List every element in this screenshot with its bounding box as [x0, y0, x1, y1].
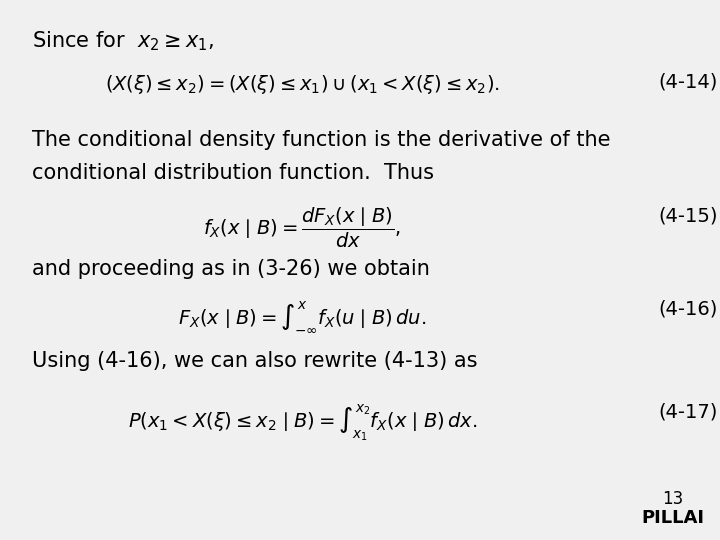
Text: $P(x_1 < X(\xi) \leq x_2 \mid B) = \int_{x_1}^{x_2} f_X(x \mid B)\,dx.$: $P(x_1 < X(\xi) \leq x_2 \mid B) = \int_… [127, 402, 477, 443]
Text: $F_X(x \mid B) = \int_{-\infty}^{x} f_X(u \mid B)\,du.$: $F_X(x \mid B) = \int_{-\infty}^{x} f_X(… [178, 300, 427, 334]
Text: Since for  $x_2 \geq x_1,$: Since for $x_2 \geq x_1,$ [32, 30, 215, 53]
Text: $(X(\xi) \leq x_2) = (X(\xi) \leq x_1) \cup (x_1 < X(\xi) \leq x_2).$: $(X(\xi) \leq x_2) = (X(\xi) \leq x_1) \… [105, 73, 500, 96]
Text: (4-16): (4-16) [659, 300, 718, 319]
Text: (4-15): (4-15) [659, 206, 719, 225]
Text: conditional distribution function.  Thus: conditional distribution function. Thus [32, 163, 434, 183]
Text: $f_X(x \mid B) = \dfrac{dF_X(x \mid B)}{dx},$: $f_X(x \mid B) = \dfrac{dF_X(x \mid B)}{… [204, 206, 401, 251]
Text: The conditional density function is the derivative of the: The conditional density function is the … [32, 130, 611, 150]
Text: PILLAI: PILLAI [642, 509, 705, 526]
Text: (4-14): (4-14) [659, 73, 718, 92]
Text: 13: 13 [662, 490, 684, 508]
Text: and proceeding as in (3-26) we obtain: and proceeding as in (3-26) we obtain [32, 259, 431, 279]
Text: Using (4-16), we can also rewrite (4-13) as: Using (4-16), we can also rewrite (4-13)… [32, 351, 478, 371]
Text: (4-17): (4-17) [659, 402, 718, 421]
